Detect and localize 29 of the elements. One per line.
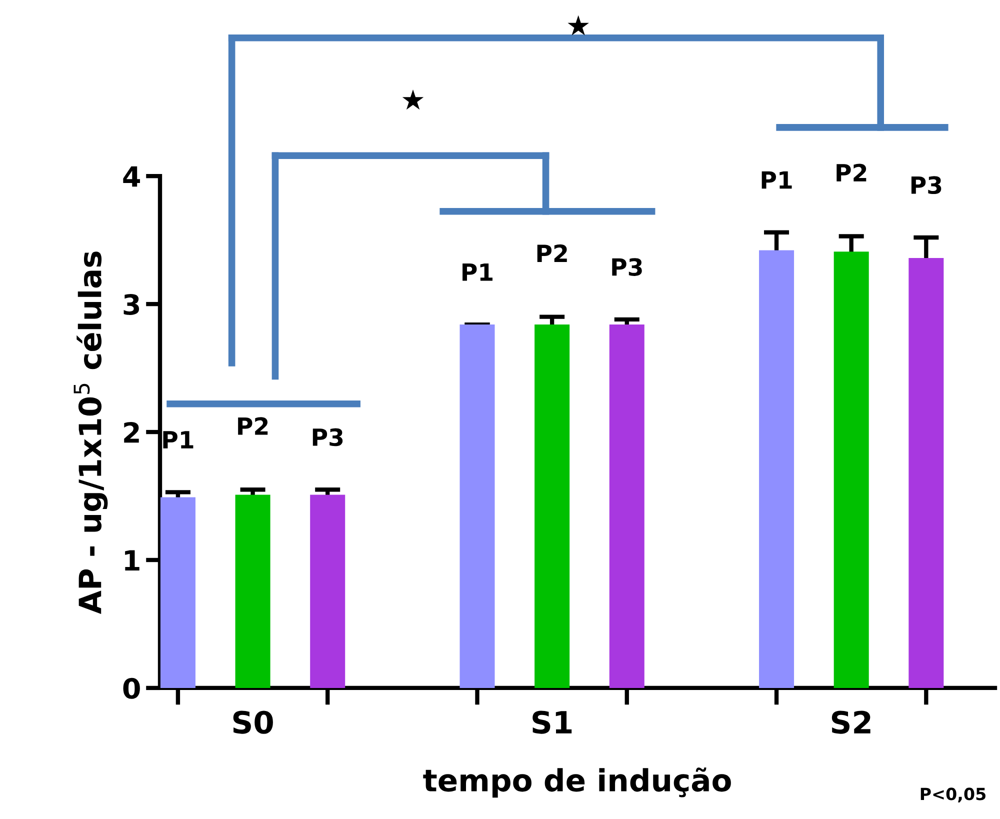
text: P<0,05 xyxy=(920,788,986,802)
text: P2 xyxy=(537,244,567,262)
text: P3 xyxy=(612,258,642,276)
bar xyxy=(759,250,794,688)
x-tick-label: S2 xyxy=(832,710,870,734)
bar xyxy=(310,494,346,688)
series-label: P1 xyxy=(462,264,492,281)
bar xyxy=(834,252,869,688)
y-axis-title: AP - ug/1x10$^{5}$ células xyxy=(74,252,108,614)
x-tick-label: S1 xyxy=(532,710,572,734)
y-tick-label: 4 xyxy=(123,166,140,187)
text: ★ xyxy=(568,15,589,36)
y-tick-label: 2 xyxy=(124,422,139,443)
text: P1 xyxy=(163,431,194,448)
text: P2 xyxy=(836,164,866,182)
text: P1 xyxy=(762,171,792,189)
bar xyxy=(908,258,944,688)
bar xyxy=(609,324,644,688)
y-tick-label: 3 xyxy=(124,294,140,315)
text: P2 xyxy=(238,417,268,435)
bar xyxy=(534,324,570,688)
y-tick-label: 1 xyxy=(125,550,140,571)
bar xyxy=(235,494,270,688)
text: ★ xyxy=(402,89,424,110)
y-tick-label: 0 xyxy=(123,678,140,699)
text: P3 xyxy=(911,176,942,194)
x-tick-label: S0 xyxy=(233,710,273,734)
x-axis-title: tempo de indução xyxy=(423,768,731,798)
text: P3 xyxy=(312,428,343,446)
